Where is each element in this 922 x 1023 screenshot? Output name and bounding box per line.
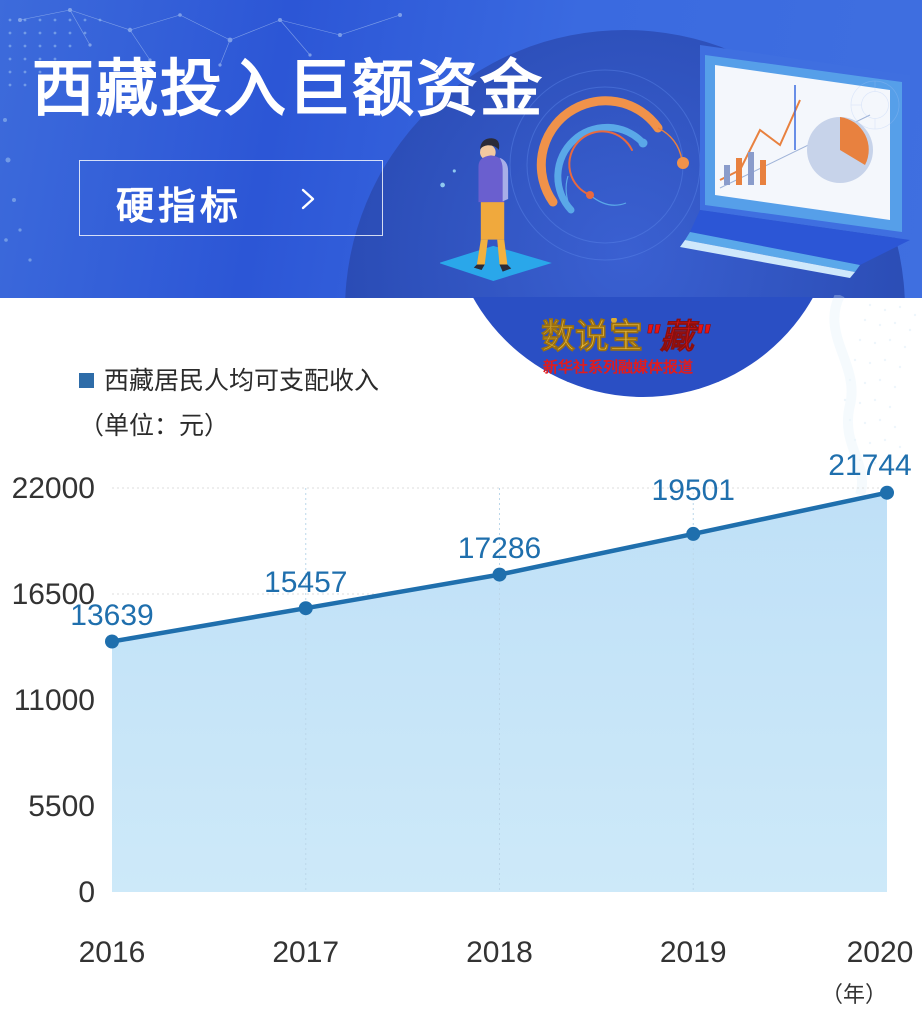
svg-text:17286: 17286 bbox=[458, 532, 541, 565]
svg-text:13639: 13639 bbox=[70, 599, 153, 632]
svg-text:22000: 22000 bbox=[12, 472, 95, 505]
svg-text:数说宝: 数说宝 bbox=[541, 318, 643, 356]
svg-text:5500: 5500 bbox=[28, 790, 95, 823]
svg-text:0: 0 bbox=[78, 876, 95, 909]
svg-text:2016: 2016 bbox=[79, 936, 146, 969]
svg-text:21744: 21744 bbox=[828, 449, 911, 482]
svg-text:2017: 2017 bbox=[272, 936, 339, 969]
svg-text:（年）: （年） bbox=[821, 982, 887, 1007]
svg-text:"藏": "藏" bbox=[644, 318, 711, 356]
svg-text:2019: 2019 bbox=[660, 936, 727, 969]
svg-text:11000: 11000 bbox=[14, 684, 95, 717]
svg-text:2018: 2018 bbox=[466, 936, 533, 969]
svg-text:2020: 2020 bbox=[847, 936, 914, 969]
svg-text:19501: 19501 bbox=[652, 474, 735, 507]
svg-text:新华社系列融媒体报道: 新华社系列融媒体报道 bbox=[543, 358, 693, 376]
svg-text:15457: 15457 bbox=[264, 566, 347, 599]
